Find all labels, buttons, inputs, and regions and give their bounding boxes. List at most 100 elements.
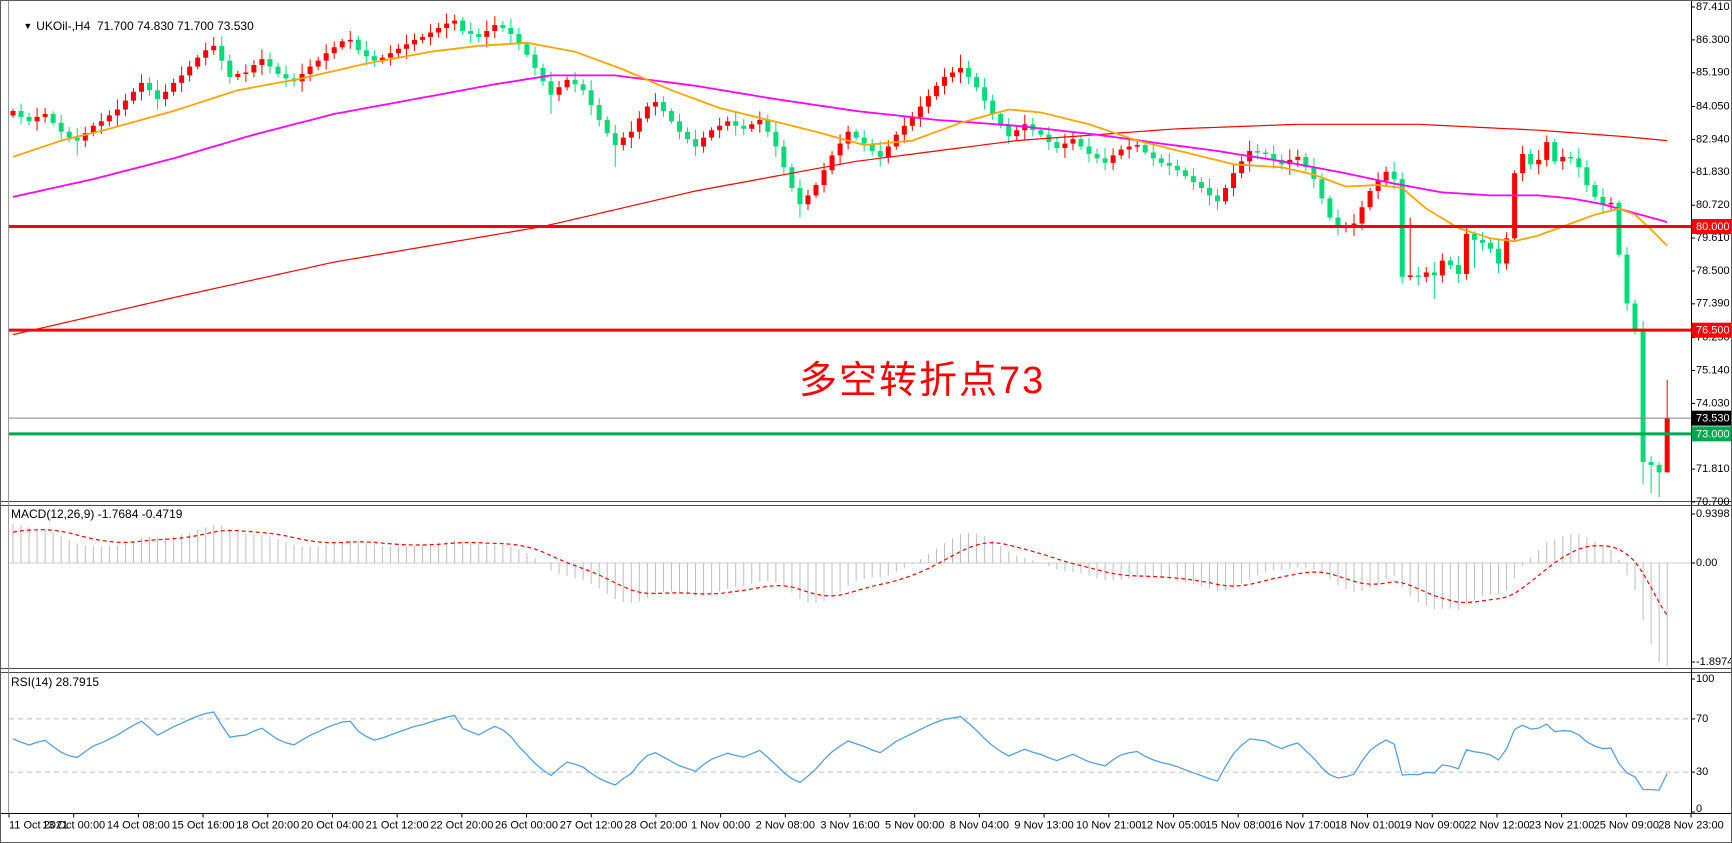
candle-body	[1158, 158, 1164, 163]
candle-body	[122, 100, 128, 110]
candle-body	[283, 73, 289, 79]
candle-body	[725, 121, 731, 126]
candle-body	[1102, 158, 1108, 163]
candle-body	[82, 133, 88, 141]
candle-body	[243, 72, 249, 75]
candle-body	[235, 73, 241, 77]
rsi-axis-label: 70	[1696, 713, 1708, 725]
candle-body	[982, 87, 988, 101]
price-badge-label: 73.000	[1696, 428, 1730, 440]
candle-body	[1640, 330, 1646, 463]
candle-body	[1142, 145, 1148, 153]
candle-body	[1471, 233, 1477, 240]
candle-body	[66, 131, 72, 138]
candle-body	[412, 39, 417, 45]
candle-body	[620, 137, 626, 146]
candle-body	[323, 53, 329, 61]
ma-fast-line	[12, 41, 1668, 247]
candle-body	[155, 90, 161, 100]
candle-body	[1520, 153, 1526, 174]
price-axis-label: 82.940	[1696, 133, 1730, 145]
candle-body	[974, 76, 980, 88]
candle-body	[1552, 142, 1558, 162]
candle-body	[861, 137, 867, 144]
time-axis-label: 18 Nov 01:00	[1335, 819, 1400, 831]
candle-body	[307, 66, 313, 74]
candle-body	[797, 187, 803, 205]
chevron-down-icon[interactable]: ▼	[23, 21, 33, 31]
candle-body	[1600, 196, 1606, 205]
price-axis-label: 85.190	[1696, 67, 1730, 79]
candle-body	[395, 48, 401, 54]
candle-body	[909, 116, 915, 126]
candle-body	[950, 72, 956, 77]
main-price-pane[interactable]	[9, 3, 1691, 501]
candle-body	[1415, 275, 1421, 277]
candle-body	[476, 33, 482, 37]
rsi-line	[12, 711, 1668, 791]
candle-body	[885, 146, 891, 157]
candle-body	[484, 30, 490, 37]
candle-body	[1166, 162, 1172, 166]
time-axis-label: 1 Nov 00:00	[691, 819, 750, 831]
price-axis[interactable]: 87.410 86.300 85.190 84.050 82.940 81.830 80.7…	[1691, 1, 1732, 815]
time-axis-label: 19 Nov 09:00	[1400, 819, 1465, 831]
candle-body	[10, 110, 16, 116]
candle-body	[612, 133, 618, 146]
candle-body	[251, 65, 257, 73]
candle-body	[1455, 265, 1461, 274]
price-badge: 80.000	[1691, 219, 1731, 235]
candle-body	[1488, 242, 1494, 249]
candle-body	[1295, 156, 1301, 160]
rsi-group	[9, 711, 1691, 791]
time-axis-label: 15 Nov 08:00	[1205, 819, 1270, 831]
price-axis-label: 71.810	[1696, 463, 1730, 475]
candle-body	[1311, 167, 1317, 180]
candle-body	[853, 131, 859, 138]
candle-body	[701, 137, 707, 147]
candle-body	[1560, 156, 1566, 162]
candle-body	[1223, 187, 1229, 202]
candle-body	[925, 96, 931, 107]
rsi-pane[interactable]	[9, 673, 1691, 813]
candle-body	[1150, 152, 1156, 159]
candle-body	[693, 139, 699, 147]
candle-body	[444, 23, 450, 29]
candle-body	[1062, 143, 1068, 149]
candle-body	[315, 60, 321, 67]
candle-body	[1463, 233, 1469, 274]
candle-body	[1479, 239, 1485, 243]
ma-slow-line	[12, 123, 1668, 336]
candle-body	[339, 41, 345, 48]
candle-body	[1271, 153, 1277, 160]
candle-body	[1231, 173, 1237, 188]
candle-body	[1512, 173, 1518, 239]
macd-pane[interactable]	[9, 506, 1691, 668]
candle-body	[990, 100, 996, 114]
candle-body	[652, 102, 658, 107]
candle-body	[98, 121, 104, 126]
candle-body	[1190, 176, 1196, 183]
candle-body	[1263, 152, 1269, 155]
price-axis-label: 84.050	[1696, 100, 1730, 112]
candle-body	[379, 57, 385, 61]
candle-body	[765, 119, 771, 132]
candle-body	[1110, 155, 1116, 163]
price-axis-label: 74.030	[1696, 397, 1730, 409]
candle-body	[1239, 161, 1245, 174]
candle-body	[347, 39, 353, 42]
price-axis-label: 86.300	[1696, 34, 1730, 46]
candle-body	[227, 60, 233, 77]
candle-body	[958, 68, 964, 73]
price-badge-label: 80.000	[1696, 221, 1730, 233]
time-axis-label: 22 Nov 12:00	[1464, 819, 1529, 831]
candle-body	[420, 36, 426, 40]
time-axis-label: 10 Nov 21:00	[1076, 819, 1141, 831]
price-badge-bg	[1691, 322, 1731, 338]
time-axis-label: 23 Nov 21:00	[1529, 819, 1594, 831]
candle-body	[532, 54, 538, 69]
price-axis-label: 70.700	[1696, 496, 1730, 508]
time-axis-label: 14 Oct 08:00	[107, 819, 170, 831]
